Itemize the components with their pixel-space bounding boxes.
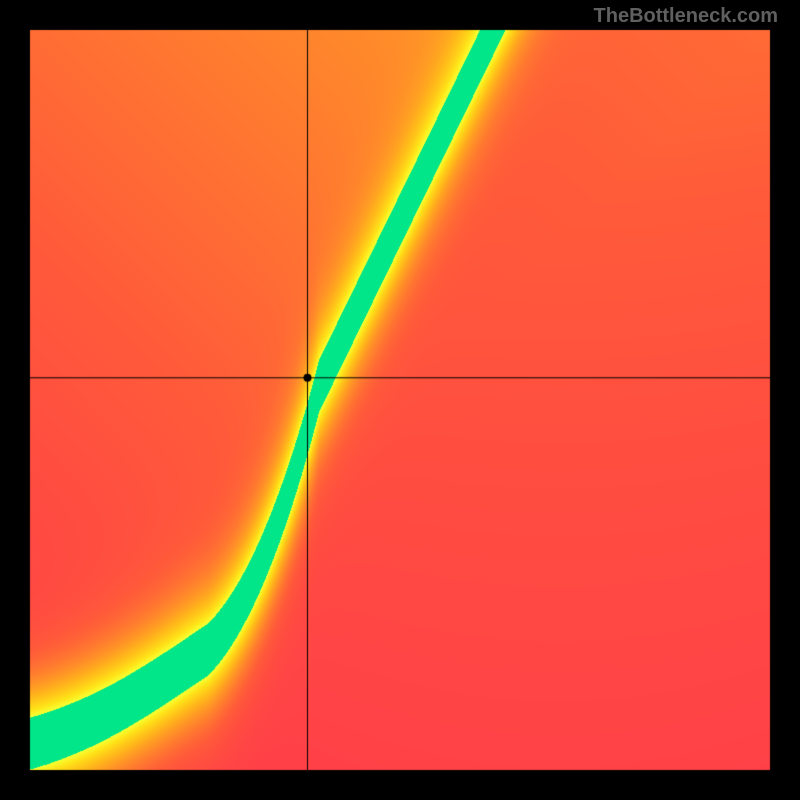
watermark-text: TheBottleneck.com (594, 5, 778, 28)
chart-container: TheBottleneck.com (0, 0, 800, 800)
heatmap-canvas (0, 0, 800, 800)
